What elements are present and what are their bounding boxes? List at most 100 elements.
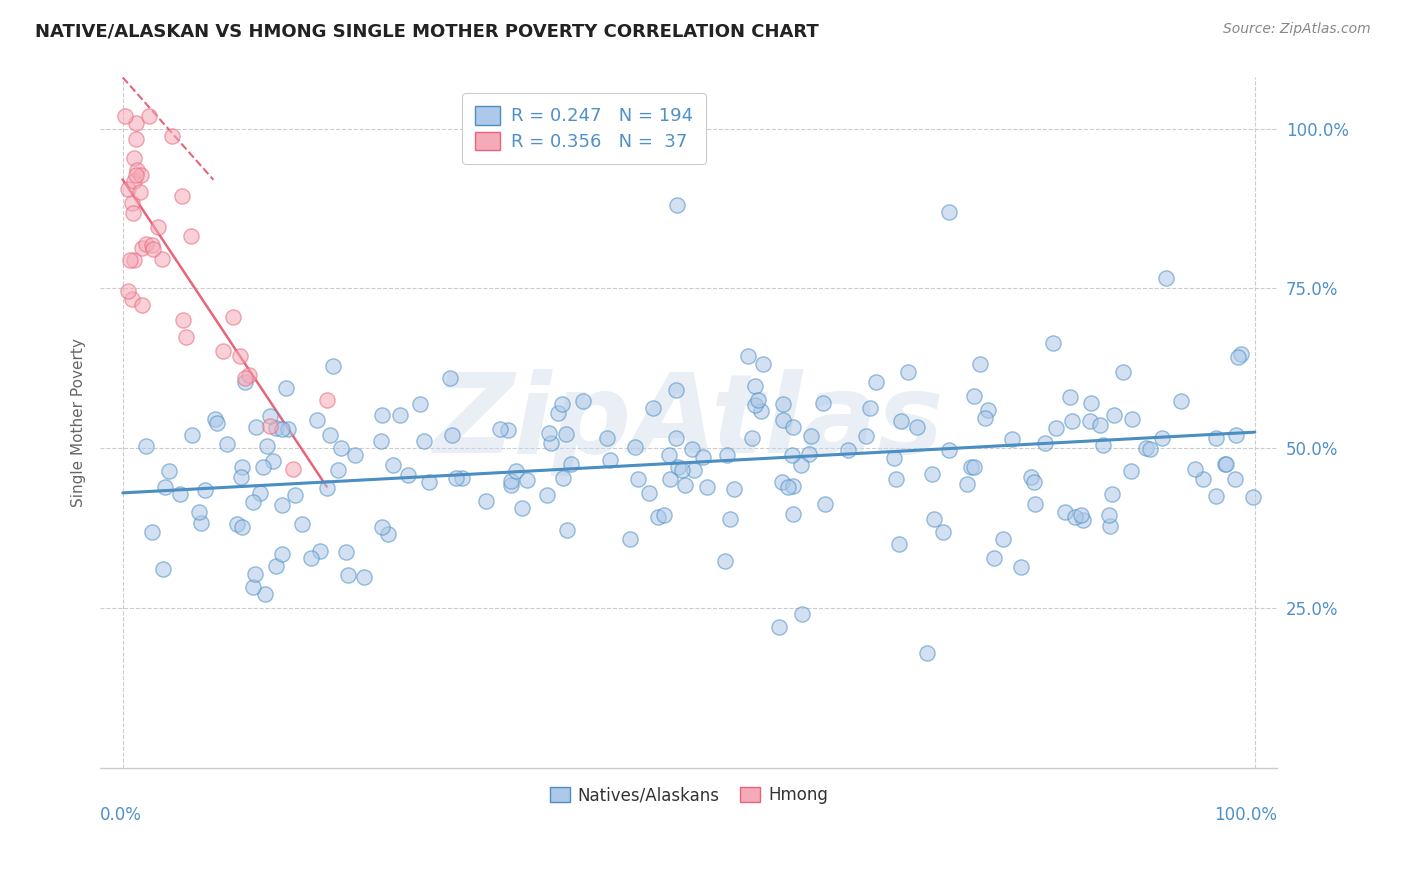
Point [768,620,790,634]
Point [172,312,194,326]
Point [335,545,357,559]
Point [496,423,519,437]
Point [1184,462,1206,476]
Point [772,412,794,426]
Point [122,206,145,220]
Point [122,151,145,165]
Point [811,396,834,410]
Point [127,163,149,178]
Point [890,414,912,428]
Point [150,252,173,266]
Point [969,357,991,371]
Point [960,460,983,475]
Point [159,464,181,478]
Point [741,431,763,445]
Point [114,109,136,123]
Point [253,586,276,600]
Point [887,537,910,551]
Point [381,458,404,472]
Point [315,393,337,408]
Point [797,447,820,461]
Point [1019,469,1042,483]
Point [1010,559,1032,574]
Point [855,429,877,443]
Point [124,253,146,268]
Point [371,409,394,423]
Point [277,422,299,436]
Point [315,481,337,495]
Point [1070,508,1092,523]
Point [238,368,260,383]
Point [121,195,143,210]
Point [938,204,960,219]
Point [242,495,264,509]
Point [782,507,804,521]
Point [117,182,139,196]
Point [627,472,650,486]
Point [665,383,688,397]
Point [776,480,799,494]
Point [673,478,696,492]
Point [242,580,264,594]
Point [555,426,578,441]
Point [619,532,641,546]
Point [319,427,342,442]
Point [328,463,350,477]
Point [135,237,157,252]
Point [1152,431,1174,445]
Point [557,523,579,537]
Point [1101,487,1123,501]
Point [1071,512,1094,526]
Point [692,450,714,465]
Point [125,116,148,130]
Point [547,407,569,421]
Point [1090,417,1112,432]
Point [1170,393,1192,408]
Point [187,505,209,519]
Point [174,330,197,344]
Point [643,401,665,416]
Point [883,450,905,465]
Point [744,398,766,412]
Point [752,357,775,371]
Point [141,237,163,252]
Point [271,498,294,512]
Point [264,421,287,435]
Point [499,478,522,492]
Point [718,512,741,526]
Point [222,310,245,325]
Point [120,253,142,268]
Point [683,462,706,476]
Point [1045,420,1067,434]
Point [1215,457,1237,471]
Point [148,219,170,234]
Point [1053,505,1076,519]
Point [1225,428,1247,442]
Point [837,443,859,458]
Point [1121,411,1143,425]
Point [859,401,882,416]
Point [256,439,278,453]
Point [897,365,920,379]
Point [135,439,157,453]
Point [180,229,202,244]
Point [451,471,474,485]
Point [973,410,995,425]
Point [1192,472,1215,486]
Point [441,428,464,442]
Point [190,516,212,531]
Point [596,431,619,445]
Point [337,568,360,582]
Point [551,397,574,411]
Point [370,434,392,449]
Point [207,416,229,430]
Point [1156,271,1178,285]
Point [305,413,328,427]
Point [408,397,430,411]
Point [963,459,986,474]
Point [772,396,794,410]
Point [884,472,907,486]
Point [560,458,582,472]
Point [226,517,249,532]
Point [291,517,314,532]
